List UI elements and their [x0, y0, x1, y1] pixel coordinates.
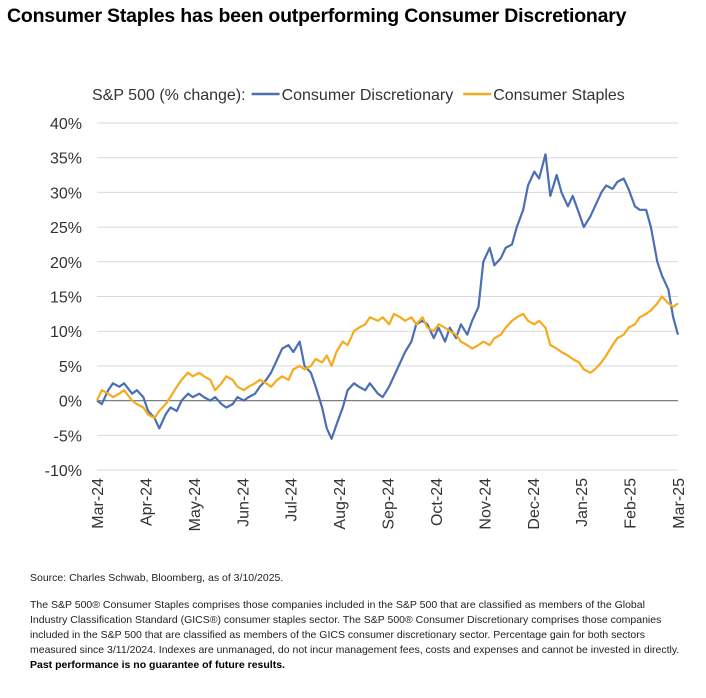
y-tick-label: 30%	[50, 185, 82, 202]
x-tick-label: Mar-25	[671, 478, 688, 529]
legend-prefix: S&P 500 (% change):	[92, 87, 246, 104]
chart-svg: S&P 500 (% change): Consumer Discretiona…	[45, 87, 688, 531]
series-lines	[96, 153, 680, 440]
legend-label-discretionary: Consumer Discretionary	[282, 87, 454, 104]
y-axis: -10% -5% 0% 5% 10% 15% 20% 25% 30% 35% 40%	[45, 116, 82, 480]
legend: S&P 500 (% change): Consumer Discretiona…	[92, 87, 625, 104]
line-chart: S&P 500 (% change): Consumer Discretiona…	[0, 60, 706, 580]
x-tick-label: Dec-24	[526, 478, 543, 530]
x-tick-label: Oct-24	[429, 478, 446, 526]
disclaimer: Past performance is no guarantee of futu…	[30, 659, 285, 671]
x-tick-label: Mar-24	[90, 478, 107, 529]
legend-label-staples: Consumer Staples	[493, 87, 625, 104]
y-tick-label: -10%	[45, 463, 82, 480]
source-note: Source: Charles Schwab, Bloomberg, as of…	[30, 572, 284, 584]
y-tick-label: 5%	[59, 359, 82, 376]
y-tick-label: 15%	[50, 290, 82, 307]
y-tick-label: 40%	[50, 116, 82, 133]
series-line-discretionary	[96, 153, 680, 440]
y-tick-label: 0%	[59, 394, 82, 411]
x-tick-label: Apr-24	[138, 478, 155, 526]
y-tick-label: 10%	[50, 324, 82, 341]
x-tick-label: Nov-24	[477, 478, 494, 530]
footnote-text: The S&P 500® Consumer Staples comprises …	[30, 599, 680, 656]
x-tick-label: Jun-24	[235, 478, 252, 527]
chart-title: Consumer Staples has been outperforming …	[7, 5, 627, 27]
footnote: The S&P 500® Consumer Staples comprises …	[30, 598, 680, 673]
series-line-staples	[96, 295, 679, 419]
x-axis: Mar-24 Apr-24 May-24 Jun-24 Jul-24 Aug-24 Sep-…	[90, 478, 688, 531]
x-tick-label: Aug-24	[332, 478, 349, 530]
y-tick-label: -5%	[54, 428, 82, 445]
x-tick-label: Sep-24	[381, 478, 398, 530]
y-tick-label: 35%	[50, 151, 82, 168]
x-tick-label: Jan-25	[574, 478, 591, 527]
y-tick-label: 20%	[50, 255, 82, 272]
x-tick-label: Jul-24	[284, 478, 301, 522]
x-tick-label: May-24	[187, 478, 204, 531]
y-tick-label: 25%	[50, 220, 82, 237]
x-tick-label: Feb-25	[623, 478, 640, 529]
gridlines	[97, 122, 678, 471]
